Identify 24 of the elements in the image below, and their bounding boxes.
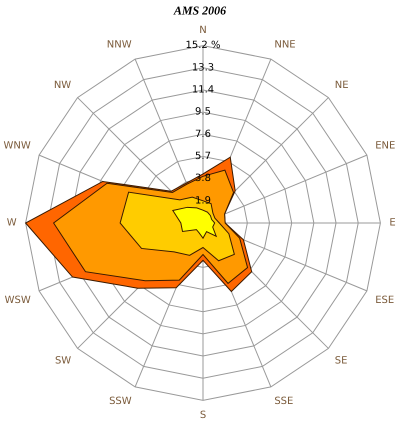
y-tick-label: 11.4 [192, 84, 214, 96]
y-tick-label: 13.3 [192, 62, 214, 74]
spoke-label: NNE [274, 39, 296, 50]
y-tick-label: 15.2 % [186, 40, 220, 52]
spoke-label: S [200, 410, 206, 421]
spoke-label: E [389, 218, 396, 229]
spoke-label: WSW [4, 294, 31, 306]
spoke-label: SSW [109, 396, 132, 407]
y-tick-label: 7.6 [195, 128, 211, 140]
spoke-label: NNW [106, 39, 132, 50]
spoke-label: SW [54, 355, 72, 366]
spoke-label: SE [334, 355, 348, 366]
spoke-label: ENE [375, 140, 396, 152]
spoke-label: N [199, 25, 207, 36]
spoke-label: W [6, 218, 17, 229]
y-tick-label: 5.7 [195, 151, 211, 162]
chart-title: AMS 2006 [172, 3, 226, 18]
spoke-label: SSE [274, 396, 294, 407]
y-tick-label: 9.5 [195, 106, 211, 118]
spoke-label: NW [54, 80, 72, 91]
spoke-label: NE [334, 80, 349, 91]
spoke-label: ESE [375, 294, 394, 306]
y-tick-label: 3.8 [195, 173, 211, 184]
spoke-label: WNW [4, 140, 31, 152]
